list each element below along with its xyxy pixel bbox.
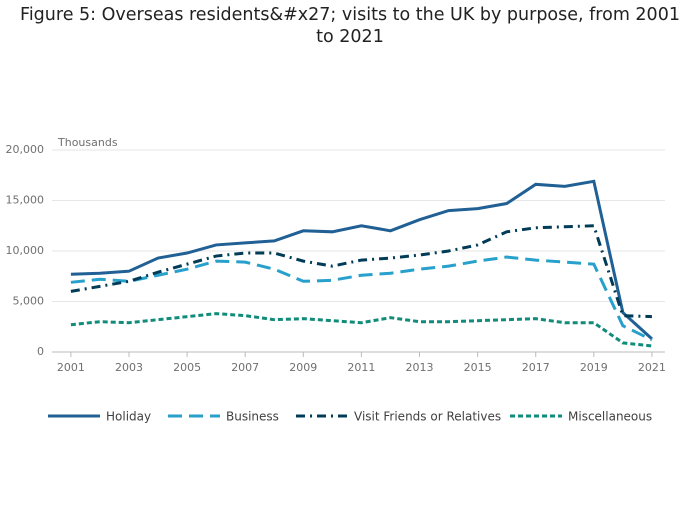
x-tick-label: 2013 [406,361,434,374]
title-box: Figure 5: Overseas residents&#x27; visit… [20,5,680,47]
legend-label: Miscellaneous [568,410,652,424]
x-tick-label: 2019 [580,361,608,374]
x-tick-label: 2007 [231,361,259,374]
series-line [70,179,653,340]
series-line [70,312,653,348]
x-tick-label: 2017 [522,361,550,374]
y-tick-label: 0 [37,345,44,358]
series-line [70,224,652,319]
x-tick-label: 2003 [115,361,143,374]
x-tick-label: 2001 [57,361,85,374]
legend-label: Visit Friends or Relatives [354,410,501,424]
x-tick-label: 2009 [289,361,317,374]
x-tick-label: 2005 [173,361,201,374]
legend-label: Holiday [106,410,151,424]
legend-label: Business [226,410,279,424]
y-axis-label: Thousands [57,136,118,149]
chart-title: Figure 5: Overseas residents&#x27; visit… [20,5,680,47]
x-tick-label: 2015 [464,361,492,374]
series-line [70,255,653,342]
x-tick-label: 2021 [638,361,666,374]
y-tick-label: 15,000 [6,194,45,207]
y-tick-label: 20,000 [6,143,45,156]
y-tick-label: 10,000 [6,244,45,257]
y-tick-label: 5,000 [13,295,45,308]
x-tick-label: 2011 [347,361,375,374]
